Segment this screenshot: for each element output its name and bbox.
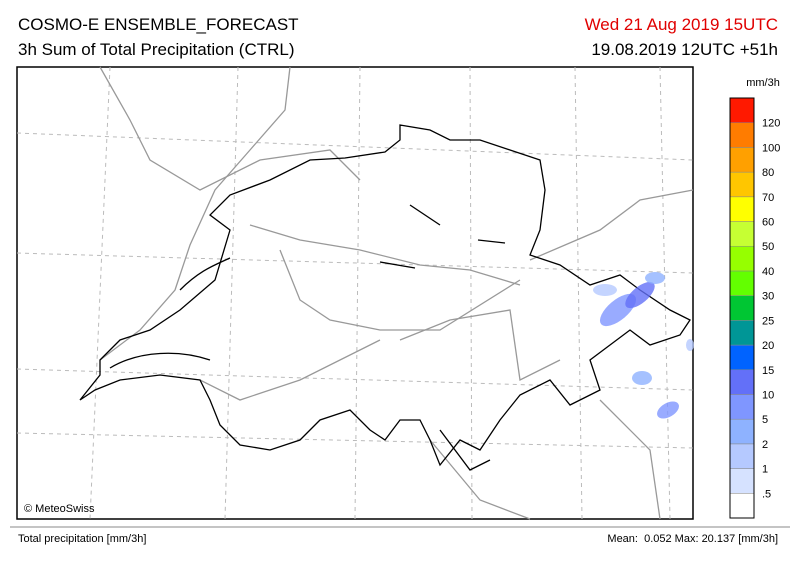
legend-label: 120: [762, 118, 780, 130]
legend-swatch: [729, 171, 755, 198]
legend-label: 5: [762, 414, 768, 426]
legend-label: 20: [762, 340, 774, 352]
footer-left: Total precipitation [mm/3h]: [18, 533, 146, 545]
legend-label: 80: [762, 167, 774, 179]
precip-area: [632, 371, 652, 385]
legend-swatch: [729, 122, 755, 148]
subtitle: 3h Sum of Total Precipitation (CTRL): [18, 40, 295, 59]
legend-swatch: [729, 320, 755, 346]
precip-area: [625, 281, 655, 309]
legend-swatch: [729, 295, 755, 321]
legend-swatch: [729, 147, 755, 173]
precip-area: [593, 284, 617, 296]
legend-label: 10: [762, 389, 774, 401]
precip-area: [645, 272, 665, 284]
legend-swatch: [729, 394, 755, 420]
precip-area: [686, 339, 694, 351]
legend-label: 30: [762, 291, 774, 303]
legend-label: 25: [762, 315, 774, 327]
legend-outline: [729, 97, 755, 519]
regional-borders: [99, 66, 694, 520]
legend-swatch: [729, 245, 755, 272]
legend-unit: mm/3h: [746, 77, 780, 89]
legend-swatch: [729, 369, 755, 395]
legend-swatch: [729, 196, 755, 222]
legend-swatch: [729, 418, 755, 445]
precip-area: [657, 401, 679, 419]
title: COSMO-E ENSEMBLE_FORECAST: [18, 15, 299, 34]
legend-swatch: [729, 221, 755, 247]
legend-label: .5: [762, 488, 771, 500]
country-border: [79, 124, 691, 471]
map-frame: [16, 66, 694, 520]
legend-swatch: [729, 493, 755, 519]
footer-right: Mean: 0.052 Max: 20.137 [mm/3h]: [607, 533, 778, 545]
map: © MeteoSwiss: [16, 66, 694, 520]
legend-swatch: [729, 468, 755, 494]
legend-label: 15: [762, 365, 774, 377]
legend-label: 60: [762, 217, 774, 229]
legend-label: 50: [762, 241, 774, 253]
legend-swatch: [729, 443, 755, 469]
legend-label: 40: [762, 266, 774, 278]
legend-swatch: [729, 344, 755, 371]
valid-time: Wed 21 Aug 2019 15UTC: [585, 15, 778, 34]
legend-swatch: [729, 97, 755, 123]
run-time: 19.08.2019 12UTC +51h: [591, 40, 778, 59]
map-credit: © MeteoSwiss: [24, 503, 95, 515]
legend-label: 70: [762, 192, 774, 204]
legend-swatch: [729, 270, 755, 296]
legend-label: 100: [762, 142, 780, 154]
legend-label: 2: [762, 439, 768, 451]
legend-label: 1: [762, 464, 768, 476]
precipitation: [593, 272, 694, 419]
graticule: [16, 66, 694, 520]
